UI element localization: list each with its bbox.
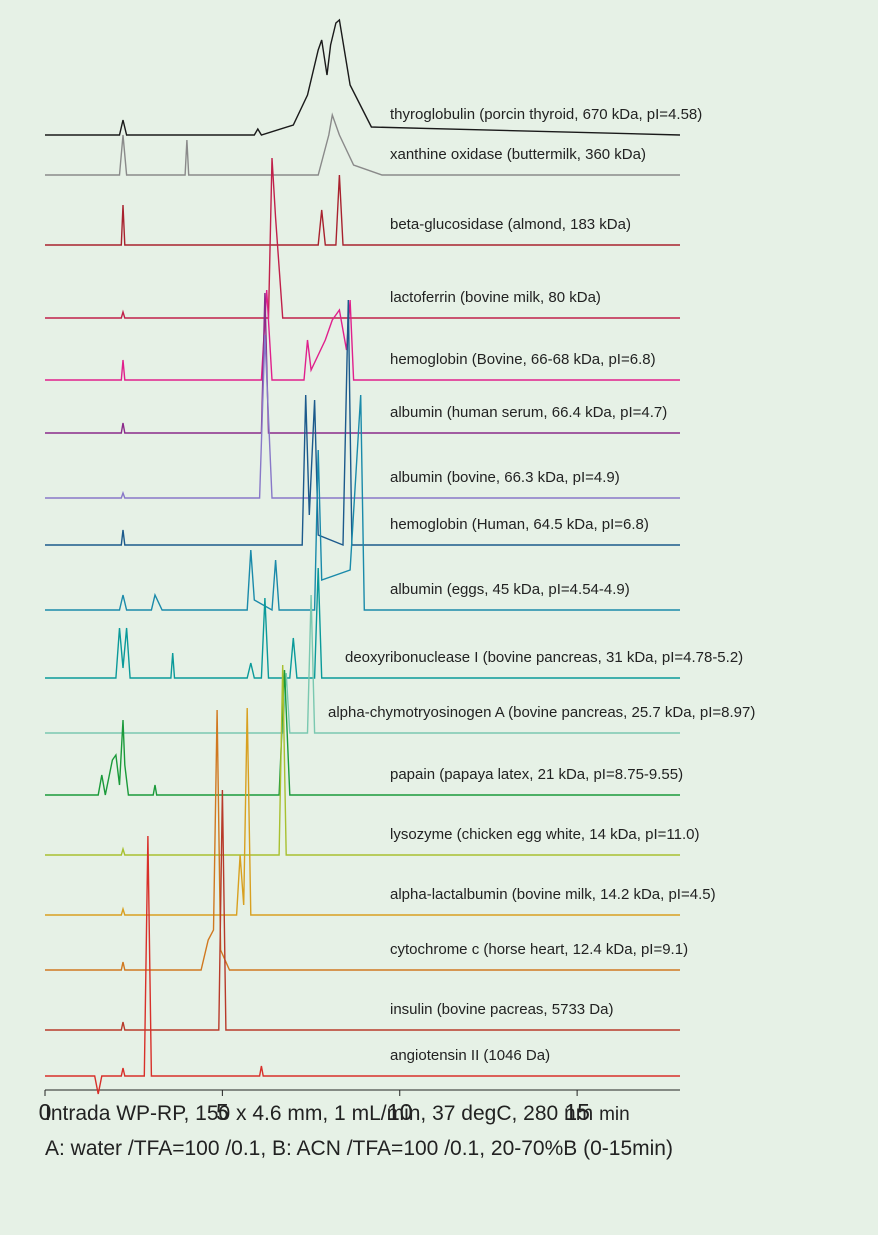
trace-label: alpha-lactalbumin (bovine milk, 14.2 kDa… — [390, 886, 716, 903]
trace — [45, 567, 680, 679]
trace-label: albumin (eggs, 45 kDa, pI=4.54-4.9) — [390, 581, 630, 598]
trace-label: albumin (human serum, 66.4 kDa, pI=4.7) — [390, 404, 667, 421]
x-tick-label: 5 — [216, 1099, 229, 1125]
trace-label: beta-glucosidase (almond, 183 kDa) — [390, 216, 631, 233]
trace — [45, 394, 680, 612]
x-tick-label: 10 — [387, 1099, 413, 1125]
trace-label: hemoglobin (Human, 64.5 kDa, pI=6.8) — [390, 516, 649, 533]
trace-label: albumin (bovine, 66.3 kDa, pI=4.9) — [390, 469, 620, 486]
trace — [45, 299, 680, 547]
x-axis-label: min — [599, 1104, 630, 1125]
x-tick-label: 15 — [564, 1099, 590, 1125]
x-tick-label: 0 — [39, 1099, 52, 1125]
trace — [45, 789, 680, 1031]
trace-label: papain (papaya latex, 21 kDa, pI=8.75-9.… — [390, 766, 683, 783]
trace — [45, 174, 680, 246]
trace — [45, 707, 680, 916]
trace-label: thyroglobulin (porcin thyroid, 670 kDa, … — [390, 106, 702, 123]
trace-label: lysozyme (chicken egg white, 14 kDa, pI=… — [390, 826, 699, 843]
trace — [45, 664, 680, 856]
trace-label: xanthine oxidase (buttermilk, 360 kDa) — [390, 146, 646, 163]
trace-label: angiotensin II (1046 Da) — [390, 1047, 550, 1064]
trace — [45, 112, 680, 176]
footer-line: Intrada WP-RP, 150 x 4.6 mm, 1 mL/min, 3… — [45, 1102, 593, 1125]
trace-label: insulin (bovine pacreas, 5733 Da) — [390, 1001, 613, 1018]
trace-label: cytochrome c (horse heart, 12.4 kDa, pI=… — [390, 941, 688, 958]
trace-label: lactoferrin (bovine milk, 80 kDa) — [390, 289, 601, 306]
trace — [45, 334, 680, 499]
trace-label: alpha-chymotryosinogen A (bovine pancrea… — [328, 704, 755, 721]
trace — [45, 18, 681, 136]
trace-label: deoxyribonuclease I (bovine pancreas, 31… — [345, 649, 743, 666]
trace — [45, 709, 680, 971]
footer-line: A: water /TFA=100 /0.1, B: ACN /TFA=100 … — [45, 1137, 673, 1160]
trace — [45, 835, 680, 1095]
trace-label: hemoglobin (Bovine, 66-68 kDa, pI=6.8) — [390, 351, 656, 368]
